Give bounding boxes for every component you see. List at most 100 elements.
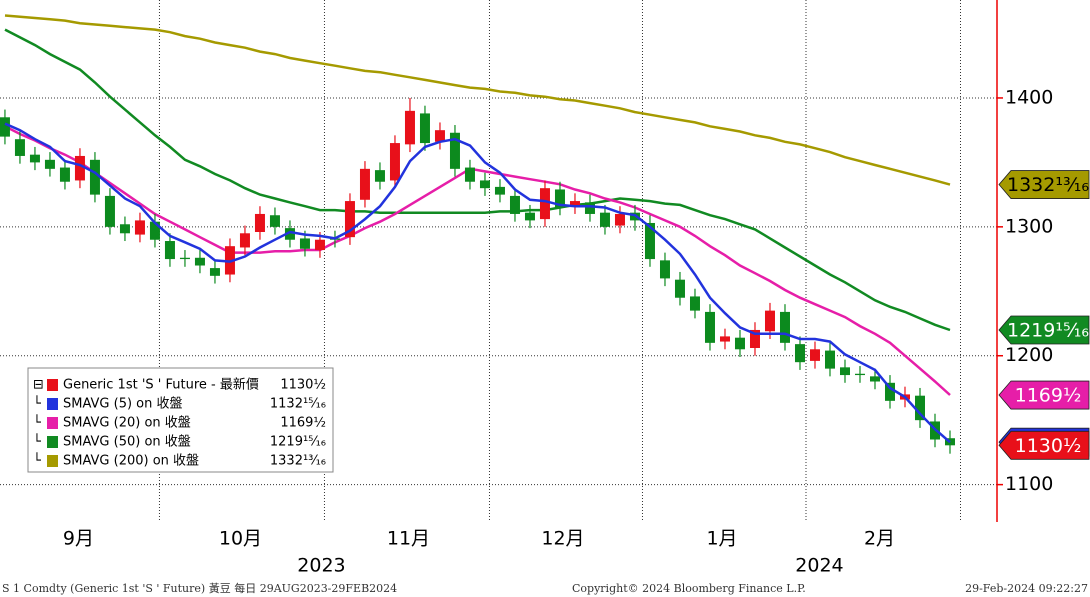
candle-body bbox=[734, 337, 745, 350]
candle-body bbox=[599, 212, 610, 227]
legend-value: 1332¹³⁄₁₆ bbox=[270, 454, 326, 469]
legend-tree: └ bbox=[33, 433, 41, 450]
y-tick-label: 1400 bbox=[1005, 86, 1053, 108]
candle-body bbox=[344, 201, 355, 238]
candle-body bbox=[119, 224, 130, 234]
candle-body bbox=[614, 213, 625, 226]
legend-label: SMAVG (5) on 收盤 bbox=[63, 397, 183, 412]
candle-body bbox=[0, 117, 10, 137]
candle-body bbox=[209, 268, 220, 276]
candle-body bbox=[494, 186, 505, 195]
x-tick-label: 10月 bbox=[219, 528, 262, 550]
candle-body bbox=[59, 167, 70, 182]
price-tag-label: 1219¹⁵⁄₁₆ bbox=[1007, 320, 1089, 342]
candle-body bbox=[164, 241, 175, 260]
candle-body bbox=[749, 329, 760, 348]
candle-body bbox=[254, 213, 265, 232]
footer-right: 29-Feb-2024 09:22:27 bbox=[965, 582, 1088, 595]
candle-body bbox=[569, 201, 580, 207]
price-tag-label: 1332¹³⁄₁₆ bbox=[1007, 174, 1089, 196]
candle-body bbox=[884, 382, 895, 401]
legend-swatch bbox=[47, 455, 58, 467]
legend-value: 1219¹⁵⁄₁₆ bbox=[270, 435, 326, 450]
legend-value: 1169½ bbox=[280, 416, 326, 431]
legend-tree: ⊟ bbox=[33, 378, 44, 393]
x-tick-label: 11月 bbox=[387, 528, 430, 550]
candle-body bbox=[419, 113, 430, 144]
legend-label: SMAVG (20) on 收盤 bbox=[63, 416, 191, 431]
candle-body bbox=[194, 257, 205, 266]
candle-body bbox=[44, 159, 55, 169]
candle-body bbox=[764, 310, 775, 332]
legend-swatch bbox=[47, 379, 58, 391]
legend-swatch bbox=[47, 398, 58, 410]
candle-body bbox=[854, 373, 865, 376]
x-tick-label: 12月 bbox=[541, 528, 584, 550]
candle-body bbox=[74, 155, 85, 181]
y-tick-label: 1200 bbox=[1005, 344, 1053, 366]
year-label: 2023 bbox=[297, 555, 345, 577]
candle-body bbox=[239, 233, 250, 248]
candle-body bbox=[824, 350, 835, 369]
candle-body bbox=[464, 167, 475, 182]
price-tag-label: 1130½ bbox=[1015, 435, 1082, 457]
price-tag bbox=[998, 170, 1090, 199]
legend-box bbox=[27, 367, 334, 473]
legend-label: SMAVG (200) on 收盤 bbox=[63, 454, 199, 469]
legend-tree: └ bbox=[33, 395, 41, 412]
candle-body bbox=[914, 395, 925, 421]
y-tick-label: 1300 bbox=[1005, 215, 1053, 237]
candle-body bbox=[404, 110, 415, 145]
year-label: 2024 bbox=[795, 555, 843, 577]
candle-body bbox=[524, 212, 535, 221]
candle-body bbox=[479, 180, 490, 189]
footer-center: Copyright© 2024 Bloomberg Finance L.P. bbox=[572, 582, 806, 595]
candle-body bbox=[539, 188, 550, 220]
candle-body bbox=[149, 221, 160, 240]
ma-line bbox=[4, 122, 951, 444]
price-tag-label: 1169½ bbox=[1015, 385, 1082, 407]
candle-body bbox=[809, 349, 820, 361]
x-tick-label: 9月 bbox=[63, 528, 94, 550]
candle-body bbox=[659, 260, 670, 279]
x-tick-label: 2月 bbox=[864, 528, 895, 550]
ma-line bbox=[4, 14, 951, 186]
price-tag bbox=[998, 380, 1090, 410]
legend-value: 1130½ bbox=[280, 378, 326, 393]
candle-body bbox=[29, 154, 40, 163]
candle-body bbox=[374, 170, 385, 182]
legend-tree: └ bbox=[33, 414, 41, 431]
candle-body bbox=[134, 220, 145, 235]
candle-body bbox=[584, 202, 595, 214]
candle-body bbox=[269, 215, 280, 227]
candle-body bbox=[779, 311, 790, 343]
candle-body bbox=[89, 159, 100, 195]
ma-line bbox=[4, 28, 951, 332]
price-tag bbox=[998, 315, 1090, 345]
legend-tree: └ bbox=[33, 452, 41, 469]
candle-body bbox=[284, 228, 295, 240]
legend-swatch bbox=[47, 436, 58, 448]
footer-left: S 1 Comdty (Generic 1st 'S ' Future) 黃豆 … bbox=[2, 581, 397, 595]
candle-body bbox=[14, 139, 25, 156]
price-tag bbox=[998, 430, 1090, 460]
ma-line bbox=[4, 125, 951, 396]
candle-body bbox=[704, 311, 715, 343]
candle-body bbox=[719, 336, 730, 342]
candle-body bbox=[299, 238, 310, 249]
candle-body bbox=[389, 143, 400, 181]
candle-body bbox=[449, 132, 460, 169]
candle-body bbox=[314, 239, 325, 251]
candle-body bbox=[674, 279, 685, 298]
candle-body bbox=[839, 367, 850, 376]
candle-body bbox=[644, 222, 655, 260]
candle-body bbox=[509, 195, 520, 214]
legend-swatch bbox=[47, 417, 58, 429]
candle-body bbox=[689, 296, 700, 311]
x-tick-label: 1月 bbox=[706, 528, 737, 550]
legend-label: Generic 1st 'S ' Future - 最新價 bbox=[63, 377, 259, 393]
candle-body bbox=[869, 376, 880, 382]
y-tick-label: 1100 bbox=[1005, 473, 1053, 495]
candle-body bbox=[104, 195, 115, 227]
